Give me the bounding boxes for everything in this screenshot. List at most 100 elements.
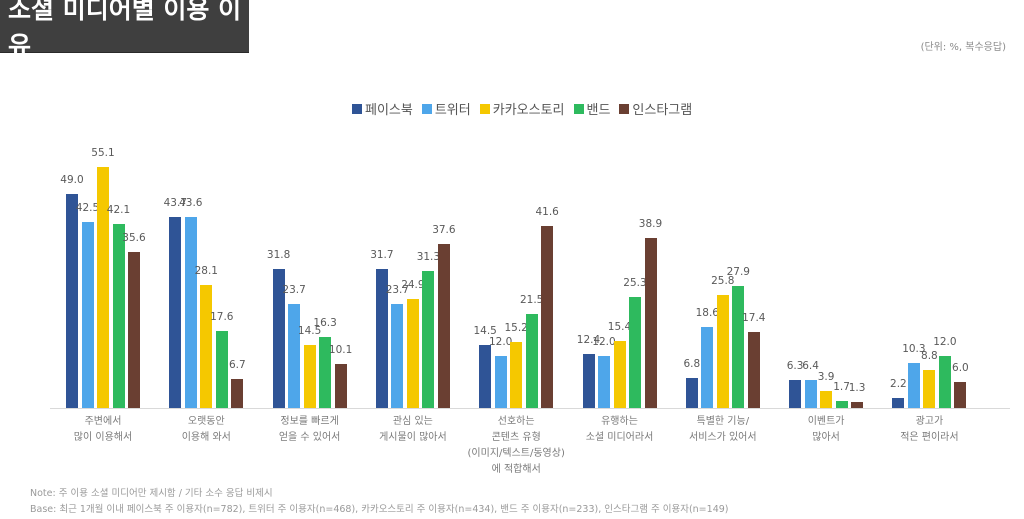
data-label: 42.1	[106, 204, 131, 217]
bar	[938, 355, 951, 408]
bar	[613, 340, 626, 408]
bar	[169, 217, 182, 408]
legend-swatch-icon	[573, 103, 584, 114]
legend-item: 카카오스토리	[479, 99, 565, 118]
legend-swatch-icon	[352, 103, 362, 114]
bar	[422, 271, 435, 408]
data-label: 23.7	[385, 284, 410, 297]
bar	[319, 336, 332, 408]
bar	[303, 344, 316, 408]
legend-label: 페이스북	[365, 103, 413, 118]
data-label: 14.5	[473, 324, 497, 337]
data-label: 6.0	[952, 361, 969, 374]
data-label: 3.9	[817, 370, 835, 383]
category-label: 광고가 적은 편이라서	[900, 416, 959, 443]
bar	[184, 217, 197, 408]
legend-item: 트위터	[421, 99, 471, 118]
bar	[541, 226, 554, 408]
data-label: 10.3	[902, 342, 926, 355]
bar	[510, 341, 523, 408]
bar	[716, 295, 729, 408]
data-label: 21.5	[519, 294, 544, 307]
data-label: 28.1	[194, 265, 218, 278]
data-label: 14.5	[297, 324, 322, 337]
data-label: 15.4	[607, 320, 632, 333]
category-label: 관심 있는 게시물이 많아서	[379, 416, 447, 443]
data-label: 12.4	[576, 333, 601, 346]
bar	[732, 286, 745, 408]
bar	[835, 400, 848, 408]
bar	[525, 314, 538, 408]
legend-swatch-icon	[421, 103, 432, 114]
bar	[701, 326, 714, 408]
legend-label: 트위터	[434, 103, 471, 118]
data-label: 43.6	[179, 197, 203, 210]
bar	[685, 378, 698, 408]
data-label: 17.4	[742, 311, 766, 324]
data-label: 25.8	[711, 275, 735, 288]
legend-item: 밴드	[573, 99, 611, 118]
note-text: Note: 주 이용 소셜 미디어만 제시함 / 기타 소수 응답 비제시	[30, 488, 273, 499]
legend-label: 밴드	[586, 103, 611, 118]
bar	[820, 390, 833, 408]
data-label: 31.7	[370, 249, 394, 262]
data-label: 27.9	[726, 266, 750, 279]
bar	[494, 355, 507, 408]
data-label: 43.7	[163, 197, 187, 210]
category-label: 이벤트가 많아서	[807, 416, 845, 443]
category-label: 특별한 기능/ 서비스가 있어서	[689, 416, 757, 443]
data-label: 38.9	[638, 218, 663, 230]
unit-label: (단위: %, 복수응답)	[920, 42, 1006, 53]
bar	[406, 299, 419, 408]
footnotes: Note: 주 이용 소셜 미디어만 제시함 / 기타 소수 응답 비제시 Ba…	[30, 486, 729, 518]
bar	[851, 402, 864, 408]
bar	[747, 331, 760, 408]
bar	[598, 355, 610, 408]
legend-item: 페이스북	[352, 99, 413, 118]
bar	[66, 193, 78, 408]
data-label: 10.1	[328, 343, 353, 356]
title-banner: 소셜 미디어별 이용 이유	[0, 0, 249, 60]
bar	[334, 363, 347, 408]
bar	[231, 378, 244, 408]
data-label: 6.7	[228, 358, 246, 371]
bar	[375, 269, 388, 408]
bar	[272, 269, 285, 408]
bar	[288, 304, 301, 408]
data-label: 16.3	[313, 316, 337, 329]
bar	[789, 380, 802, 408]
data-label: 35.6	[122, 232, 146, 245]
bar	[112, 224, 125, 408]
data-label: 6.3	[786, 360, 804, 373]
legend-label: 인스타그램	[632, 103, 693, 118]
bar	[892, 398, 905, 408]
x-axis-line	[50, 408, 1010, 409]
data-label: 49.0	[60, 173, 84, 186]
data-label: 17.6	[210, 311, 234, 324]
category-label: 오랫동안 이용해 와서	[181, 416, 231, 443]
bar	[923, 369, 936, 408]
data-label: 25.3	[623, 277, 647, 290]
data-label: 24.9	[401, 279, 425, 292]
data-label: 1.7	[833, 380, 850, 393]
legend-swatch-icon	[619, 103, 630, 114]
bar	[81, 222, 94, 408]
bar	[644, 238, 657, 408]
data-label: 12.0	[488, 335, 513, 348]
data-label: 6.8	[683, 358, 701, 371]
data-label: 23.7	[282, 284, 306, 297]
category-label: 정보를 빠르게 얻을 수 있어서	[278, 416, 341, 443]
bar	[479, 344, 492, 408]
bar	[128, 252, 140, 408]
data-label: 18.6	[695, 306, 719, 319]
data-label: 8.8	[921, 349, 938, 362]
data-label: 41.6	[535, 206, 559, 219]
bar	[437, 243, 450, 408]
base-text: Base: 최근 1개월 이내 페이스북 주 이용자(n=782), 트위터 주…	[30, 504, 729, 515]
data-label: 1.3	[848, 382, 866, 395]
chart-legend: 페이스북 트위터 카카오스토리 밴드 인스타그램	[352, 99, 692, 118]
bar	[200, 285, 213, 408]
data-label: 42.5	[75, 202, 100, 215]
chart-title: 소셜 미디어별 이용 이유	[8, 0, 242, 60]
